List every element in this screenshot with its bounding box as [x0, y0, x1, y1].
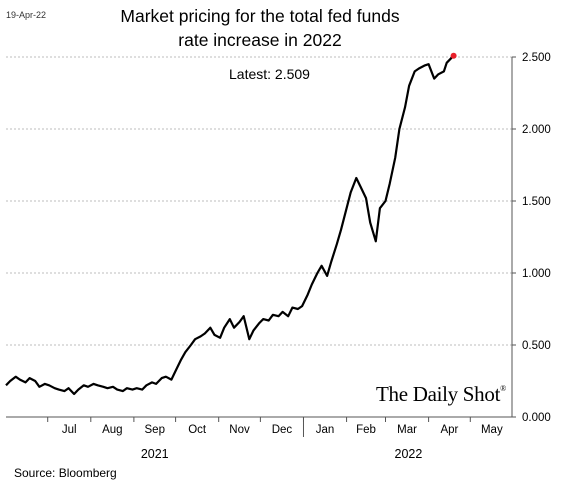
x-tick-label: Mar [397, 424, 417, 436]
x-year-label: 2021 [141, 447, 169, 461]
y-tick-label: 0.000 [522, 412, 551, 424]
x-tick-label: Nov [229, 424, 250, 436]
date-stamp: 19-Apr-22 [6, 10, 47, 20]
y-tick-label: 2.500 [522, 52, 551, 64]
x-tick-label: Feb [356, 424, 376, 436]
series [5, 52, 457, 396]
y-tick-label: 1.000 [522, 268, 551, 280]
axes [6, 56, 516, 437]
x-tick-label: Jan [316, 424, 335, 436]
latest-value-annotation: Latest: 2.509 [229, 66, 310, 82]
y-tick-label: 2.000 [522, 124, 551, 136]
series-line [5, 54, 455, 396]
latest-point-marker [450, 52, 457, 59]
y-tick-label: 0.500 [522, 340, 551, 352]
chart-title-line-2: rate increase in 2022 [178, 30, 342, 50]
x-tick-labels: Jul Aug Sep Oct Nov Dec Jan Feb Mar Apr May 2021 202… [62, 424, 503, 461]
x-tick-label: Aug [102, 424, 122, 436]
y-tick-labels: 0.000 0.500 1.000 1.500 2.000 2.500 [522, 52, 551, 424]
brand-name: The Daily Shot [376, 382, 501, 406]
y-tick-label: 1.500 [522, 196, 551, 208]
registered-mark: ® [500, 384, 506, 393]
x-tick-label: Oct [188, 424, 207, 436]
x-tick-label: May [481, 424, 503, 436]
x-year-label: 2022 [395, 447, 423, 461]
x-tick-label: Jul [62, 424, 77, 436]
x-tick-label: Sep [145, 424, 165, 436]
x-tick-label: Dec [272, 424, 293, 436]
grid-lines [6, 56, 512, 346]
source-note: Source: Bloomberg [14, 466, 117, 480]
brand-logo: The Daily Shot® [376, 382, 506, 407]
x-tick-label: Apr [440, 424, 458, 436]
chart-title-line-1: Market pricing for the total fed funds [120, 6, 400, 26]
chart-title: Market pricing for the total fed funds r… [0, 4, 520, 52]
